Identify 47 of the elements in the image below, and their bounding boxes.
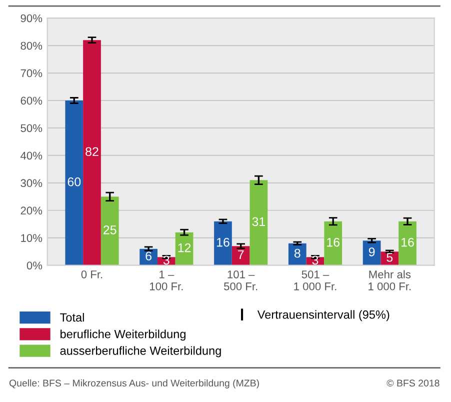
- data-label: 25: [104, 225, 116, 234]
- data-label: 16: [216, 238, 230, 247]
- bar: [175, 232, 194, 266]
- text: Vertrauensintervall (95%): [257, 310, 390, 322]
- x-tick-label: Mehr als 1 000 Fr.: [368, 270, 411, 290]
- bar: [140, 248, 158, 266]
- data-label: 5: [386, 253, 393, 262]
- bar: [380, 252, 399, 266]
- data-label: 7: [238, 250, 244, 259]
- y-tick-label: 70%: [20, 69, 42, 78]
- data-label: 60: [68, 177, 81, 186]
- data-label: 16: [402, 238, 414, 247]
- bar: [362, 240, 381, 266]
- bar: [83, 40, 101, 266]
- data-label: 9: [368, 247, 375, 256]
- x-tick-label: 101 – 500 Fr.: [224, 270, 258, 290]
- bar: [250, 180, 268, 266]
- y-tick-label: 60%: [20, 96, 42, 105]
- y-tick-label: 80%: [20, 42, 42, 50]
- y-tick-label: 40%: [20, 152, 42, 160]
- y-tick-label: 30%: [20, 179, 42, 188]
- data-label: 16: [327, 238, 340, 247]
- source-note: Quelle: BFS – Mikrozensus Aus- und Weiterbildung (MZB): [9, 379, 259, 388]
- data-label: 31: [252, 217, 266, 226]
- y-tick-label: 20%: [20, 206, 42, 215]
- legend-label: berufliche Weiterbildung: [60, 330, 186, 341]
- x-tick-label: 501 – 1 000 Fr.: [294, 270, 336, 290]
- bar: [232, 246, 250, 266]
- x-tick-label: 0 Fr.: [81, 270, 102, 278]
- data-label: 12: [178, 243, 191, 252]
- bar: [324, 221, 342, 266]
- bar: [214, 221, 232, 266]
- legend-label: Total: [60, 312, 84, 322]
- text: © BFS 2018: [386, 380, 440, 387]
- data-label: 82: [86, 147, 98, 156]
- data-label: 6: [146, 252, 152, 260]
- bar: [398, 221, 416, 266]
- x-tick-label: 1 – 100 Fr.: [150, 270, 183, 290]
- legend-label: ausserberufliche Weiterbildung: [60, 346, 221, 358]
- y-tick-label: 90%: [20, 14, 42, 22]
- y-tick-label: 50%: [20, 124, 42, 132]
- data-label: 8: [294, 248, 300, 258]
- y-tick-label: 10%: [21, 234, 42, 242]
- y-tick-label: 0%: [26, 262, 42, 270]
- bar: [65, 100, 84, 266]
- bar: [100, 196, 119, 266]
- bar: [288, 243, 306, 266]
